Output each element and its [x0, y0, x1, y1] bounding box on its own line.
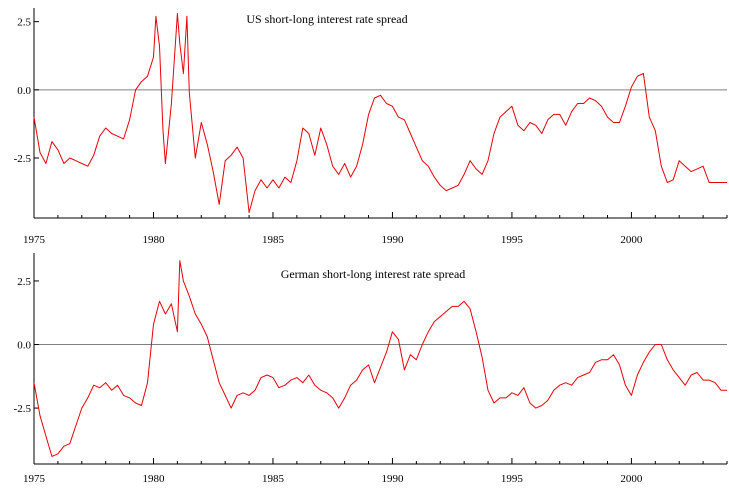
- german-x-tick-label: 1980: [142, 473, 165, 484]
- german-spread-panel: German short-long interest rate spread 2…: [14, 253, 728, 485]
- us-spread-plot: 2.5 0.0 -2.5 1975 1980 1985 1990 1995 2000: [14, 8, 728, 246]
- us-y-tick-label: 0.0: [17, 85, 31, 97]
- us-spread-line: [33, 13, 727, 213]
- german-x-tick-label: 2000: [620, 473, 643, 484]
- german-x-tick-label: 1995: [501, 473, 524, 484]
- us-y-tick-label: -2.5: [14, 153, 32, 165]
- us-x-tick-label: 2000: [620, 234, 643, 246]
- us-x-tick-label: 1985: [262, 234, 285, 246]
- us-spread-panel: US short-long interest rate spread 2.5 0.…: [14, 8, 728, 246]
- german-x-tick-label: 1985: [262, 473, 285, 484]
- us-y-tick-label: 2.5: [17, 17, 31, 29]
- german-x-tick-label: 1990: [381, 473, 404, 484]
- german-spread-plot: 2.5 0.0 -2.5 1975 1980 1985 1990 1995 2000: [14, 253, 728, 485]
- german-x-tick-label: 1975: [23, 473, 46, 484]
- german-y-tick-label: 2.5: [17, 276, 31, 288]
- us-spread-title: US short-long interest rate spread: [246, 12, 407, 26]
- german-y-tick-label: -2.5: [14, 403, 32, 415]
- german-spread-title: German short-long interest rate spread: [281, 267, 466, 281]
- german-spread-line: [33, 260, 727, 457]
- german-y-tick-label: 0.0: [17, 340, 31, 352]
- us-x-tick-label: 1975: [23, 234, 46, 246]
- us-x-tick-label: 1995: [501, 234, 524, 246]
- us-x-tick-label: 1980: [142, 234, 165, 246]
- us-x-tick-label: 1990: [381, 234, 404, 246]
